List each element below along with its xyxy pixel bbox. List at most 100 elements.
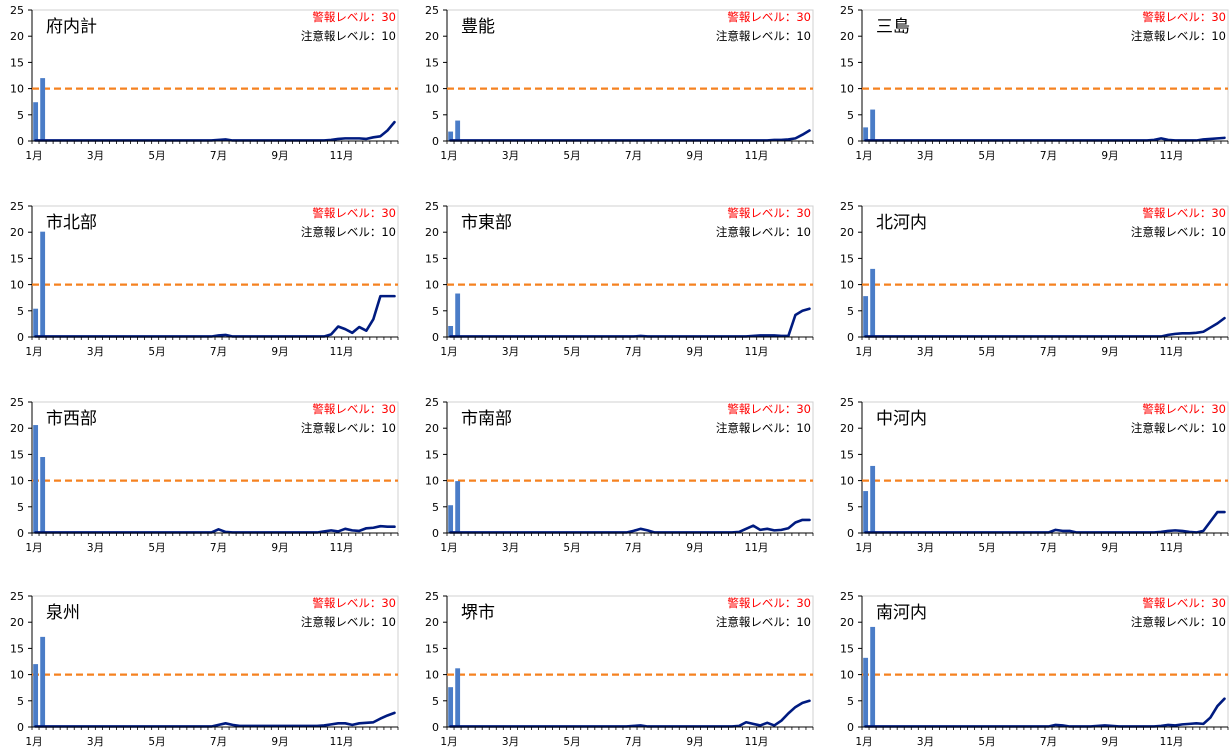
y-tick-label: 10 (10, 279, 24, 292)
x-tick-label: 5月 (563, 346, 580, 358)
warning-level-label: 警報レベル：30 (1142, 206, 1226, 220)
y-tick-label: 15 (840, 642, 854, 655)
x-tick-label: 1月 (25, 346, 42, 358)
y-tick-label: 20 (425, 226, 439, 239)
bar (33, 425, 39, 533)
x-tick-label: 11月 (330, 346, 354, 358)
series-line (449, 699, 811, 728)
y-tick-label: 25 (425, 396, 439, 409)
advisory-level-label: 注意報レベル：10 (1131, 225, 1226, 239)
y-tick-label: 0 (17, 331, 24, 344)
warning-level-label: 警報レベル：30 (727, 206, 811, 220)
y-tick-label: 15 (425, 252, 439, 265)
x-tick-label: 5月 (148, 542, 165, 554)
series-line (864, 697, 1226, 728)
warning-level-label: 警報レベル：30 (1142, 596, 1226, 610)
series-line (449, 307, 811, 338)
x-tick-label: 3月 (87, 736, 104, 748)
warning-level-label: 警報レベル：30 (312, 10, 396, 24)
bar (455, 120, 461, 141)
x-tick-label: 9月 (1101, 736, 1118, 748)
y-tick-label: 25 (840, 590, 854, 603)
bar (863, 127, 869, 141)
y-tick-label: 0 (432, 331, 439, 344)
chart-title: 市南部 (461, 409, 512, 429)
y-tick-label: 0 (17, 527, 24, 540)
bar (870, 109, 876, 141)
y-tick-label: 0 (847, 135, 854, 148)
advisory-level-label: 注意報レベル：10 (716, 421, 811, 435)
y-tick-label: 0 (847, 721, 854, 734)
x-tick-label: 3月 (87, 150, 104, 162)
chart-panel: 0 5 10 15 20 25 1月 3月 5月 7月 9月 11月 府内計 警報レベル：30 注意報レベル… (10, 4, 399, 162)
y-tick-label: 15 (425, 448, 439, 461)
series-line (34, 294, 396, 338)
chart-title: 市東部 (461, 213, 512, 233)
bar (33, 102, 39, 141)
y-tick-label: 0 (432, 721, 439, 734)
y-tick-label: 10 (840, 83, 854, 96)
x-tick-label: 1月 (25, 736, 42, 748)
x-tick-label: 1月 (25, 150, 42, 162)
bar (870, 465, 876, 533)
y-tick-label: 20 (10, 422, 24, 435)
y-tick-label: 10 (840, 475, 854, 488)
bar (40, 231, 46, 337)
y-tick-label: 10 (10, 475, 24, 488)
x-tick-label: 5月 (563, 542, 580, 554)
x-tick-label: 11月 (745, 150, 769, 162)
x-tick-label: 5月 (148, 736, 165, 748)
warning-level-label: 警報レベル：30 (727, 402, 811, 416)
y-tick-label: 20 (840, 616, 854, 629)
y-tick-label: 5 (847, 305, 854, 318)
y-tick-label: 20 (10, 616, 24, 629)
chart-title: 堺市 (461, 603, 495, 623)
x-tick-label: 9月 (271, 150, 288, 162)
chart-panel: 0 5 10 15 20 25 1月 3月 5月 7月 9月 11月 三島 警報レベル：30 注意報レベル：… (840, 4, 1229, 162)
bar (40, 636, 46, 727)
x-tick-label: 3月 (502, 542, 519, 554)
bar (870, 268, 876, 337)
x-tick-label: 11月 (1160, 736, 1184, 748)
y-tick-label: 25 (425, 200, 439, 213)
x-tick-label: 3月 (917, 346, 934, 358)
x-tick-label: 5月 (148, 346, 165, 358)
x-tick-label: 7月 (1040, 150, 1057, 162)
y-tick-label: 20 (425, 422, 439, 435)
x-tick-label: 11月 (330, 736, 354, 748)
x-tick-label: 11月 (1160, 150, 1184, 162)
x-tick-label: 11月 (745, 736, 769, 748)
y-tick-label: 20 (840, 422, 854, 435)
x-tick-label: 5月 (978, 150, 995, 162)
x-tick-label: 3月 (502, 150, 519, 162)
y-tick-label: 5 (432, 109, 439, 122)
y-tick-label: 25 (840, 396, 854, 409)
y-tick-label: 25 (840, 200, 854, 213)
bar (33, 308, 39, 337)
chart-title: 豊能 (461, 17, 495, 37)
y-tick-label: 10 (840, 669, 854, 682)
bar (863, 657, 869, 727)
advisory-level-label: 注意報レベル：10 (1131, 29, 1226, 43)
chart-panel: 0 5 10 15 20 25 1月 3月 5月 7月 9月 11月 中河内 警報レベル：30 注意報レベル… (840, 396, 1229, 554)
chart-panel: 0 5 10 15 20 25 1月 3月 5月 7月 9月 11月 堺市 警報レベル：30 注意報レベル：… (425, 590, 814, 748)
bar (40, 78, 46, 141)
chart-title: 市北部 (46, 213, 97, 233)
x-tick-label: 5月 (563, 150, 580, 162)
y-tick-label: 5 (17, 109, 24, 122)
warning-level-label: 警報レベル：30 (727, 10, 811, 24)
bar (448, 325, 454, 337)
x-tick-label: 7月 (625, 542, 642, 554)
x-tick-label: 5月 (148, 150, 165, 162)
bar (448, 687, 454, 727)
x-tick-label: 11月 (745, 542, 769, 554)
x-tick-label: 7月 (210, 150, 227, 162)
chart-panel: 0 5 10 15 20 25 1月 3月 5月 7月 9月 11月 南河内 警報レベル：30 注意報レベル… (840, 590, 1229, 748)
y-tick-label: 10 (10, 669, 24, 682)
y-tick-label: 0 (17, 135, 24, 148)
x-tick-label: 9月 (1101, 542, 1118, 554)
x-tick-label: 1月 (855, 150, 872, 162)
warning-level-label: 警報レベル：30 (312, 206, 396, 220)
y-tick-label: 20 (840, 226, 854, 239)
